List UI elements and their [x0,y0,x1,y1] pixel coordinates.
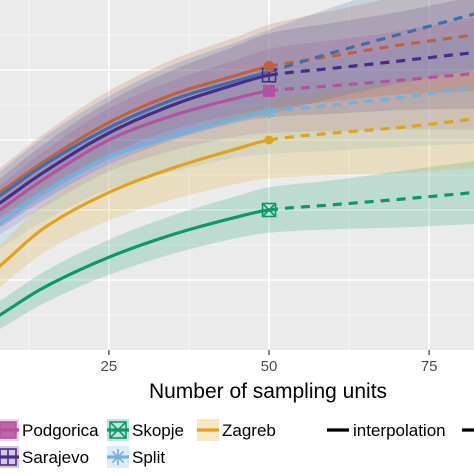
legend-label: Skopje [132,421,184,440]
marker-square [0,421,17,439]
confidence-band [0,0,474,228]
x-tick-label: 50 [261,358,278,375]
confidence-band [0,70,474,287]
series-line-extrapolation [268,85,474,114]
marker-asterisk-stroke [263,106,275,118]
legend-label: interpolation [353,421,446,440]
grid-minor [0,0,474,350]
marker-asterisk-stroke [111,450,125,464]
marker-square [261,202,277,218]
observed-marker [264,135,274,145]
observed-marker [263,85,276,97]
series-line-interpolation [0,110,271,226]
series-line-interpolation [0,208,271,317]
marker-x-b [261,202,277,218]
observed-markers [261,61,277,218]
series-line-interpolation [0,70,271,198]
x-tick-label: 75 [421,358,438,375]
series-line-interpolation [0,64,271,195]
series-lines [0,12,474,317]
confidence-band [0,31,474,249]
legend-item: Sarajevo [0,446,89,468]
legend-label: Podgorica [22,421,99,440]
x-tick-label: 25 [101,358,118,375]
confidence-band [0,0,474,217]
series-line-extrapolation [268,12,474,74]
confidence-band [0,17,474,235]
legend-label: Zagreb [222,421,276,440]
series-line-extrapolation [268,117,474,142]
confidence-band [0,0,474,221]
marker-square [109,421,127,439]
legend: Podgorica Sarajevo Skopje Split Zagreb interp… [0,419,474,468]
legend-item: Zagreb [197,419,276,441]
legend-label: Sarajevo [22,448,89,467]
legend-item: Podgorica [0,419,99,441]
series-line-extrapolation [268,190,474,212]
x-axis-title: Number of sampling units [149,380,387,403]
legend-item: Skopje [107,419,184,441]
x-axis-ticks: 25 50 75 [101,350,438,375]
legend-label: Split [132,448,165,467]
series-line-interpolation [0,89,271,212]
series-line-extrapolation [268,50,474,77]
series-line-interpolation [0,138,271,268]
series-line-extrapolation [268,71,474,93]
legend-item-linetype: interpolation [327,421,446,440]
observed-marker [263,61,275,72]
legend-item: Split [107,446,165,468]
series-line-interpolation [0,73,271,205]
marker-x-b [109,421,127,439]
